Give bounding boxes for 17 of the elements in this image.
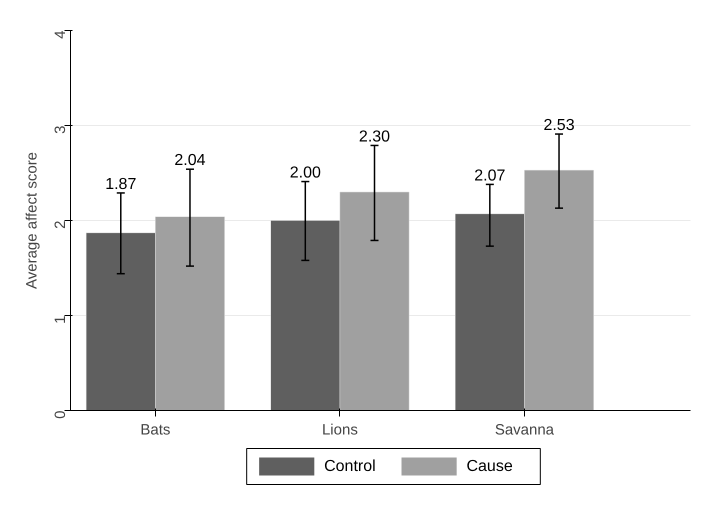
x-tick-label: Lions [322,422,358,438]
data-label: 2.53 [543,117,575,134]
data-label: 2.30 [358,128,390,146]
y-axis-title: Average affect score [24,152,40,290]
x-tick-label: Bats [140,422,170,438]
y-tick-label: 1 [52,316,69,324]
data-label: 2.07 [474,167,506,184]
data-label: 2.04 [174,152,206,170]
y-tick-label: 0 [52,410,69,419]
y-tick-label: 2 [52,220,69,229]
x-tick-label: Savanna [494,422,555,438]
data-label: 2.00 [290,164,321,182]
legend-label: Cause [466,458,513,475]
y-tick-label: 3 [52,126,69,134]
y-tick-label: 4 [52,30,69,39]
legend-label: Control [324,458,376,475]
data-label: 1.87 [105,176,136,193]
